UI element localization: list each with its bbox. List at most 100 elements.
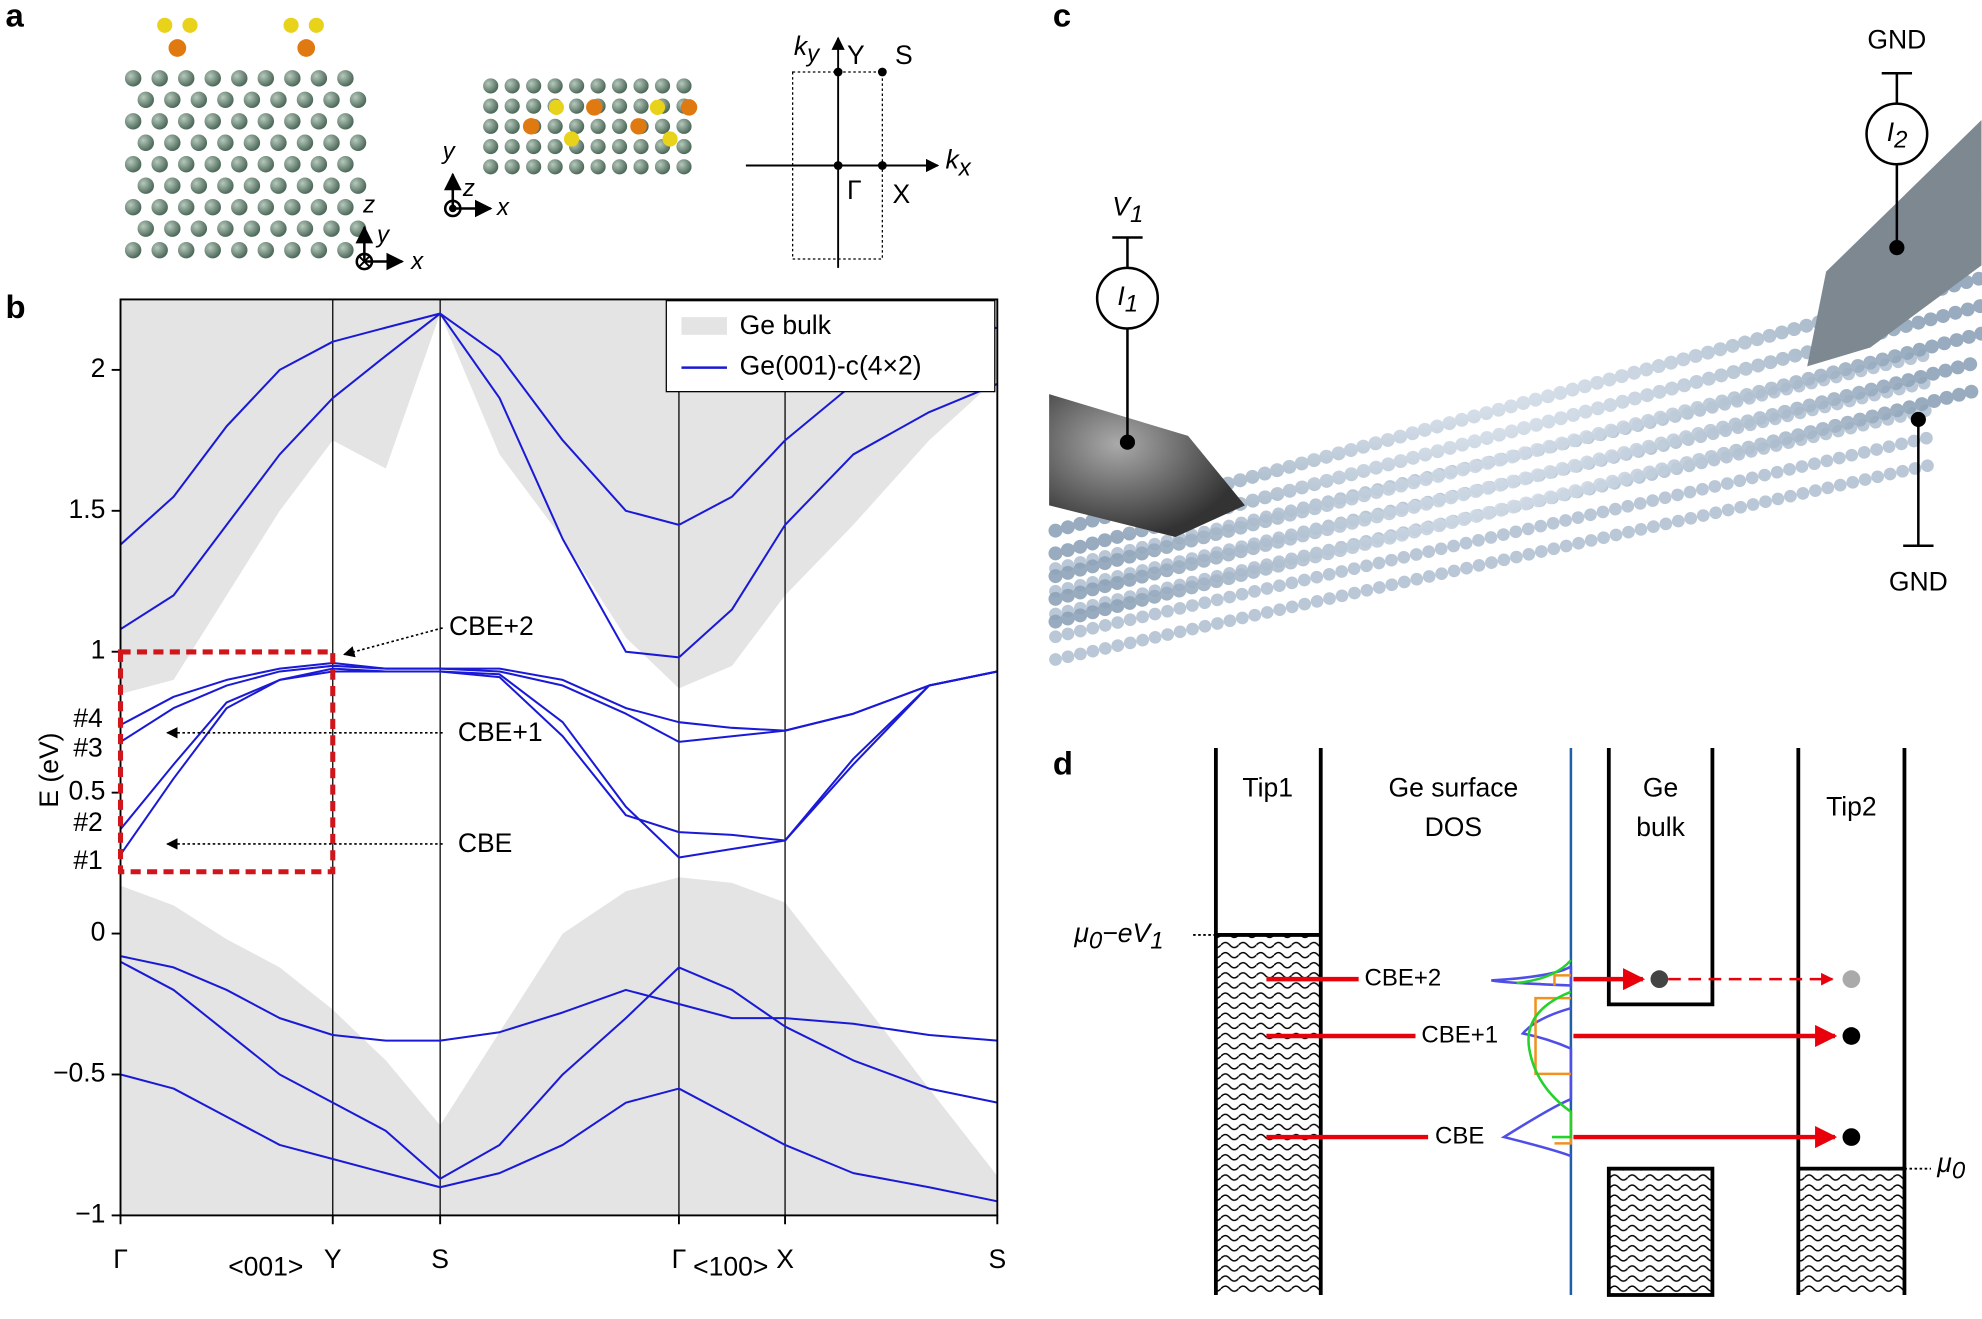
panel-label: d — [1053, 744, 1073, 781]
atom — [151, 241, 168, 259]
top-structure — [483, 78, 698, 175]
y-tick-label: −1 — [75, 1198, 105, 1228]
atom — [611, 98, 628, 114]
atom — [177, 113, 195, 130]
bz-point: Y — [847, 40, 865, 70]
x-tick-label: X — [776, 1244, 794, 1274]
atom — [296, 177, 314, 194]
atom — [563, 131, 580, 147]
band-line — [119, 664, 998, 743]
atom — [204, 198, 221, 216]
atom — [190, 134, 208, 151]
bz-axis: kx — [946, 145, 972, 182]
atom — [633, 159, 649, 175]
legend-swatch — [681, 317, 727, 335]
band-line — [119, 670, 998, 842]
atom — [526, 159, 542, 175]
atom — [337, 241, 354, 259]
atom — [217, 220, 234, 237]
atom — [633, 98, 649, 114]
bz-point: Γ — [847, 175, 862, 205]
atom — [137, 220, 154, 237]
atom — [310, 70, 328, 87]
panel-label: c — [1053, 0, 1071, 33]
atom — [590, 118, 606, 134]
y-tick-label: 0 — [91, 917, 106, 947]
atom — [284, 156, 301, 173]
column-label: Tip1 — [1242, 773, 1293, 803]
atom — [243, 91, 261, 109]
atom — [323, 177, 340, 194]
atom — [137, 177, 154, 194]
atom — [284, 70, 301, 87]
level-label: CBE+1 — [1421, 1021, 1498, 1048]
atom — [190, 91, 208, 109]
atom-chain — [1048, 326, 1982, 584]
energy-label: μ0 — [1936, 1148, 1966, 1185]
atom — [190, 177, 208, 194]
atom — [124, 198, 142, 216]
atom — [483, 118, 499, 134]
atom — [504, 159, 520, 175]
atom — [504, 138, 520, 155]
atom — [151, 70, 168, 87]
atom — [310, 156, 328, 173]
atom — [337, 198, 354, 216]
atom — [590, 138, 606, 155]
energy-label: μ0−eV1 — [1073, 918, 1163, 955]
bz-axis: ky — [794, 31, 821, 68]
band-line — [120, 661, 998, 732]
atom — [547, 138, 563, 155]
atom — [569, 118, 585, 134]
atom — [504, 98, 520, 114]
atom — [182, 17, 198, 33]
atom — [323, 91, 340, 109]
atom — [243, 220, 261, 237]
y-tick-label: 1 — [91, 635, 106, 665]
band-line — [120, 955, 998, 1042]
column-label: Ge surface — [1389, 773, 1519, 803]
atom — [257, 198, 275, 216]
atom — [526, 138, 542, 155]
atom — [337, 156, 354, 173]
atom — [270, 134, 287, 151]
atom — [151, 113, 168, 130]
column-label: Tip2 — [1826, 792, 1877, 822]
axis-letter: x — [496, 194, 510, 221]
atom — [157, 17, 173, 33]
current-label: I1 — [1117, 281, 1138, 318]
atom — [204, 70, 221, 87]
atom — [284, 241, 301, 259]
atom — [231, 241, 248, 259]
atom — [611, 159, 628, 175]
axis-letter: y — [375, 222, 391, 249]
atom — [349, 91, 367, 109]
y-axis-label: E (eV) — [34, 732, 64, 807]
atom — [164, 134, 181, 151]
device-illustration — [1048, 120, 1982, 666]
x-tick-label: Y — [324, 1244, 342, 1274]
band-line — [119, 312, 998, 546]
atom — [296, 220, 314, 237]
atom — [231, 70, 248, 87]
highlight-box — [117, 649, 336, 875]
x-tick-label: S — [431, 1244, 449, 1274]
atom — [323, 134, 340, 151]
direction-label: <100> — [693, 1251, 768, 1281]
atom — [164, 220, 181, 237]
atom — [504, 78, 520, 94]
atom — [569, 98, 585, 114]
atom — [676, 138, 692, 155]
atom — [611, 78, 628, 94]
state-label: #3 — [73, 733, 102, 763]
atom — [337, 113, 354, 130]
atom — [547, 78, 563, 94]
atom — [190, 220, 208, 237]
annotation: CBE+1 — [458, 717, 543, 747]
atom — [654, 78, 671, 94]
panel-label: a — [6, 0, 25, 33]
atom — [257, 156, 275, 173]
energy-diagram — [1193, 747, 1931, 1297]
atom — [124, 70, 142, 87]
atom — [308, 17, 324, 33]
